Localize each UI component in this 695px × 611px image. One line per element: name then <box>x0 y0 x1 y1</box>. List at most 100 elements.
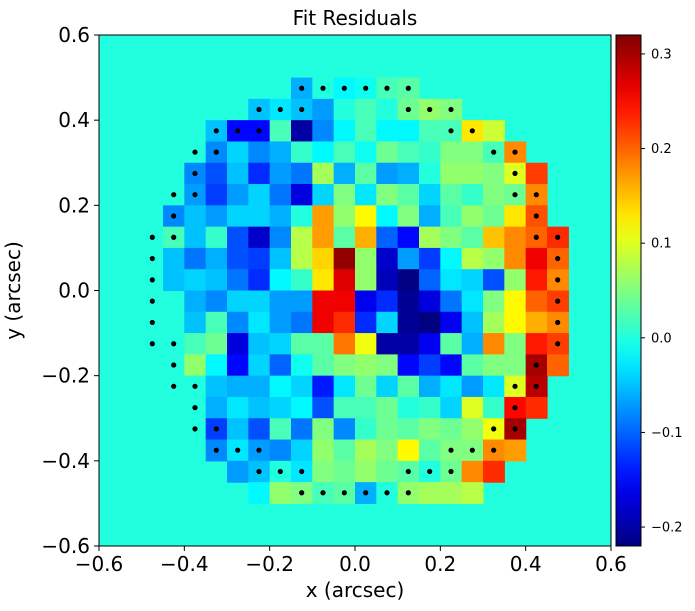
heatmap-cell <box>461 269 484 292</box>
x-tick-label: 0.2 <box>424 552 456 576</box>
x-tick-label: −0.2 <box>245 552 294 576</box>
heatmap-cell <box>248 162 271 185</box>
heatmap-cell <box>376 120 399 143</box>
masked-pixel-dot <box>192 383 198 389</box>
masked-pixel-dot <box>512 405 518 411</box>
masked-pixel-dot <box>235 128 241 134</box>
heatmap-cell <box>376 226 399 249</box>
heatmap-cell <box>355 141 377 164</box>
heatmap-cell <box>163 247 185 270</box>
heatmap-cell <box>227 141 249 164</box>
heatmap-cell <box>419 269 441 292</box>
heatmap-cell <box>227 333 249 355</box>
masked-pixel-dot <box>171 383 177 389</box>
heatmap-cell <box>355 269 377 292</box>
masked-pixel-dot <box>192 405 198 411</box>
heatmap-cell <box>504 247 527 270</box>
masked-pixel-dot <box>149 341 155 347</box>
heatmap-cell <box>248 375 271 398</box>
masked-pixel-dot <box>533 362 539 368</box>
heatmap-cell <box>312 269 335 292</box>
masked-pixel-dot <box>405 85 411 91</box>
heatmap-cell <box>376 290 399 313</box>
heatmap-cell <box>291 354 313 377</box>
heatmap-cell <box>205 375 228 398</box>
heatmap-cell <box>227 226 249 249</box>
masked-pixel-dot <box>171 234 177 240</box>
heatmap-cell <box>184 311 207 334</box>
heatmap-cell <box>291 141 313 164</box>
heatmap-cell <box>461 226 484 249</box>
heatmap-cell <box>291 226 313 249</box>
heatmap-cell <box>205 226 228 249</box>
heatmap-cell <box>525 290 548 313</box>
heatmap-cell <box>333 98 356 121</box>
heatmap-cell <box>355 311 377 334</box>
heatmap-cell <box>291 311 313 334</box>
heatmap-cell <box>419 120 441 143</box>
heatmap-cell <box>440 375 463 398</box>
heatmap-cell <box>483 375 505 398</box>
heatmap-cell <box>355 184 377 206</box>
heatmap-cell <box>376 184 399 206</box>
heatmap-cell <box>312 120 335 143</box>
heatmap-cell <box>397 184 420 206</box>
heatmap-cell <box>269 141 292 164</box>
heatmap-cell <box>184 247 207 270</box>
heatmap-cell <box>419 162 441 185</box>
heatmap-cell <box>333 226 356 249</box>
heatmap-cell <box>205 333 228 355</box>
heatmap-cell <box>419 247 441 270</box>
heatmap-cell <box>333 354 356 377</box>
heatmap-cell <box>291 418 313 441</box>
heatmap-cell <box>312 226 335 249</box>
y-tick-label: −0.4 <box>41 449 90 473</box>
heatmap-cell <box>312 290 335 313</box>
heatmap-cell <box>483 460 505 483</box>
masked-pixel-dot <box>469 447 475 453</box>
colorbar <box>615 34 642 547</box>
heatmap-cell <box>547 354 569 377</box>
heatmap-cell <box>248 396 271 419</box>
masked-pixel-dot <box>427 468 433 475</box>
heatmap-cell <box>184 354 207 377</box>
heatmap-cell <box>227 460 249 483</box>
masked-pixel-dot <box>171 341 177 347</box>
heatmap-cell <box>291 205 313 228</box>
heatmap-cell <box>525 311 548 334</box>
heatmap-cell <box>269 184 292 206</box>
colorbar-tick-label: 0.0 <box>651 331 672 346</box>
heatmap-cell <box>440 226 463 249</box>
heatmap-cell <box>376 162 399 185</box>
heatmap-cell <box>397 375 420 398</box>
masked-pixel-dot <box>555 234 561 240</box>
masked-pixel-dot <box>213 447 219 453</box>
heatmap-cell <box>461 333 484 355</box>
heatmap-cell <box>461 396 484 419</box>
heatmap-cell <box>227 418 249 441</box>
heatmap-cell <box>355 396 377 419</box>
masked-pixel-dot <box>171 192 177 198</box>
masked-pixel-dot <box>491 426 497 432</box>
heatmap-cell <box>269 418 292 441</box>
masked-pixel-dot <box>491 447 497 453</box>
heatmap-cell <box>376 460 399 483</box>
masked-pixel-dot <box>427 106 433 113</box>
heatmap-cell <box>376 311 399 334</box>
heatmap-cell <box>205 269 228 292</box>
heatmap-cell <box>205 162 228 185</box>
heatmap-cell <box>525 247 548 270</box>
heatmap-cell <box>333 184 356 206</box>
masked-pixel-dot <box>405 490 411 496</box>
masked-pixel-dot <box>192 192 198 198</box>
heatmap-cell <box>376 205 399 228</box>
heatmap-cell <box>461 247 484 270</box>
masked-pixel-dot <box>512 192 518 198</box>
masked-pixel-dot <box>555 277 561 283</box>
masked-pixel-dot <box>171 362 177 368</box>
masked-pixel-dot <box>213 149 219 155</box>
heatmap-cell <box>419 396 441 419</box>
heatmap-cell <box>248 482 271 505</box>
colorbar-tick-label: 0.3 <box>651 47 672 62</box>
